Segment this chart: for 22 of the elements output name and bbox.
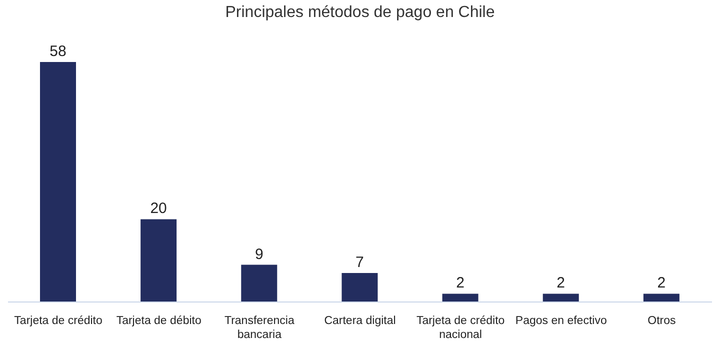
data-label: 7 <box>356 254 364 272</box>
bar <box>241 264 278 302</box>
data-label: 20 <box>150 200 167 218</box>
x-tick-label: Tarjeta de débito <box>116 315 202 327</box>
data-label: 2 <box>456 274 464 292</box>
x-tick-label: Tarjeta de crédito nacional <box>416 315 505 341</box>
data-label: 9 <box>254 246 264 263</box>
bar <box>542 294 579 302</box>
x-tick-label: Cartera digital <box>324 315 396 327</box>
x-tick-label: Pagos en efectivo <box>515 315 607 327</box>
bar <box>40 62 76 302</box>
bar <box>643 294 680 302</box>
data-label: 58 <box>50 43 66 60</box>
bar <box>442 294 478 302</box>
x-tick-label: Transferencia bancaria <box>224 315 295 341</box>
x-tick-label: Otros <box>648 315 676 327</box>
data-label: 2 <box>657 274 666 292</box>
bar <box>342 273 378 302</box>
x-tick-label: Tarjeta de crédito <box>14 315 102 327</box>
chart-title: Principales métodos de pago en Chile <box>224 4 496 22</box>
bar <box>140 219 177 302</box>
data-label: 2 <box>556 274 566 292</box>
